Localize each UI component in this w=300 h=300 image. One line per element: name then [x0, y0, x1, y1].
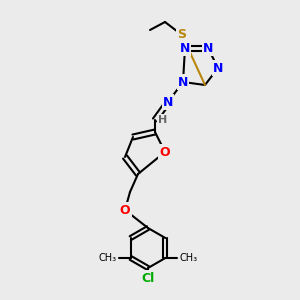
- Text: N: N: [180, 41, 190, 55]
- Text: CH₃: CH₃: [99, 253, 117, 263]
- Text: Cl: Cl: [141, 272, 154, 284]
- Text: H: H: [158, 115, 168, 125]
- Text: N: N: [213, 61, 223, 74]
- Text: N: N: [178, 76, 188, 88]
- Text: N: N: [203, 41, 213, 55]
- Text: N: N: [163, 95, 173, 109]
- Text: CH₃: CH₃: [179, 253, 197, 263]
- Text: S: S: [178, 28, 187, 41]
- Text: O: O: [160, 146, 170, 158]
- Text: O: O: [120, 203, 130, 217]
